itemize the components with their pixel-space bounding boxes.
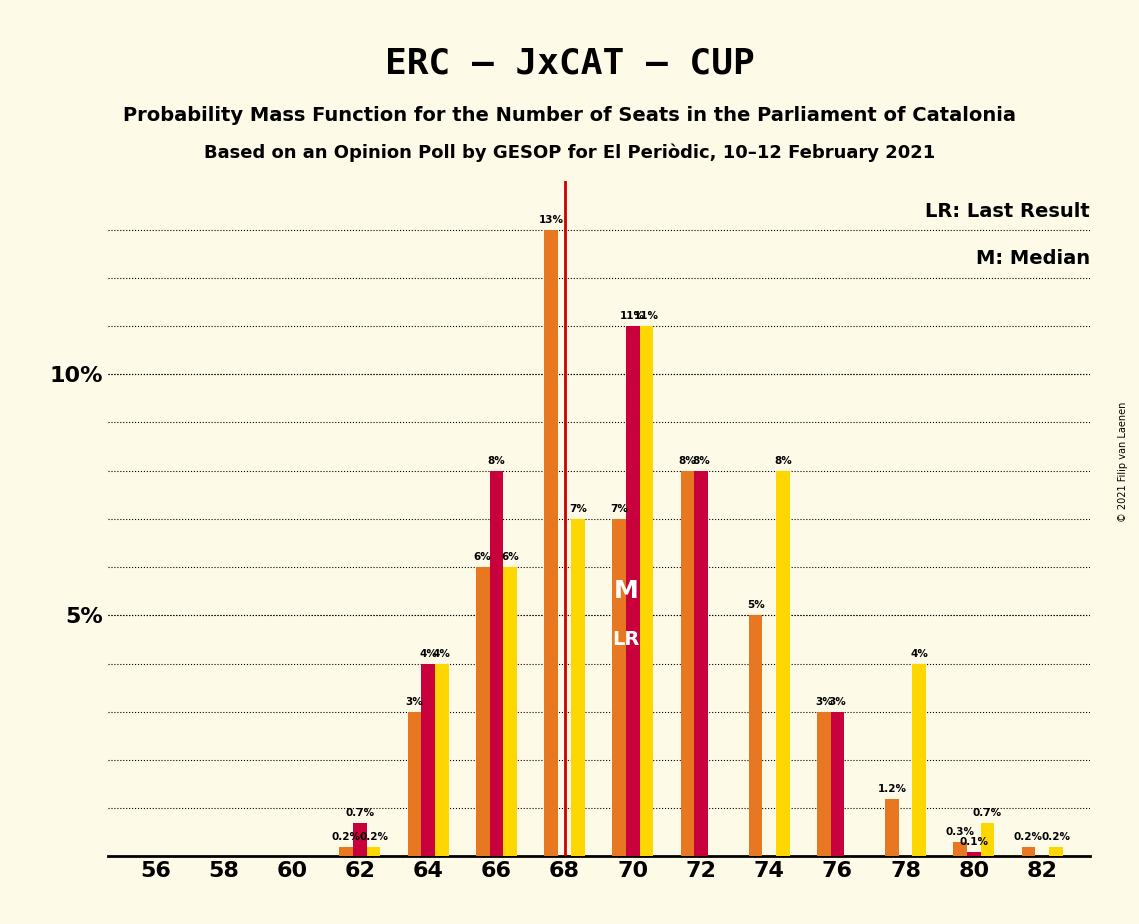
Text: 0.7%: 0.7% bbox=[973, 808, 1002, 818]
Text: 8%: 8% bbox=[679, 456, 696, 466]
Bar bbox=[640, 326, 654, 857]
Text: 7%: 7% bbox=[570, 505, 587, 514]
Bar bbox=[353, 822, 367, 857]
Text: 4%: 4% bbox=[433, 649, 451, 659]
Text: 3%: 3% bbox=[828, 697, 846, 707]
Text: LR: Last Result: LR: Last Result bbox=[925, 201, 1090, 221]
Bar bbox=[421, 663, 435, 857]
Text: ERC – JxCAT – CUP: ERC – JxCAT – CUP bbox=[385, 46, 754, 80]
Bar bbox=[694, 470, 707, 857]
Bar bbox=[912, 663, 926, 857]
Bar bbox=[408, 711, 421, 857]
Text: 13%: 13% bbox=[539, 214, 564, 225]
Bar bbox=[544, 229, 558, 857]
Bar bbox=[339, 846, 353, 857]
Text: 3%: 3% bbox=[814, 697, 833, 707]
Text: Probability Mass Function for the Number of Seats in the Parliament of Catalonia: Probability Mass Function for the Number… bbox=[123, 106, 1016, 126]
Text: 11%: 11% bbox=[621, 311, 646, 322]
Text: 3%: 3% bbox=[405, 697, 424, 707]
Bar bbox=[1022, 846, 1035, 857]
Bar bbox=[953, 842, 967, 857]
Text: 7%: 7% bbox=[611, 505, 628, 514]
Bar bbox=[885, 798, 899, 857]
Bar bbox=[1049, 846, 1063, 857]
Text: M: M bbox=[614, 579, 638, 603]
Text: 8%: 8% bbox=[487, 456, 506, 466]
Text: 4%: 4% bbox=[419, 649, 437, 659]
Text: 0.1%: 0.1% bbox=[959, 837, 989, 846]
Text: 0.2%: 0.2% bbox=[359, 832, 388, 842]
Text: Based on an Opinion Poll by GESOP for El Periòdic, 10–12 February 2021: Based on an Opinion Poll by GESOP for El… bbox=[204, 143, 935, 162]
Bar bbox=[572, 519, 585, 857]
Text: 0.7%: 0.7% bbox=[345, 808, 375, 818]
Bar bbox=[748, 615, 762, 857]
Text: 11%: 11% bbox=[634, 311, 659, 322]
Text: 5%: 5% bbox=[747, 601, 764, 611]
Text: 0.2%: 0.2% bbox=[1014, 832, 1043, 842]
Bar bbox=[435, 663, 449, 857]
Bar bbox=[490, 470, 503, 857]
Bar bbox=[967, 852, 981, 857]
Text: 6%: 6% bbox=[501, 553, 519, 563]
Text: 6%: 6% bbox=[474, 553, 492, 563]
Text: 0.2%: 0.2% bbox=[331, 832, 361, 842]
Bar bbox=[626, 326, 640, 857]
Text: 8%: 8% bbox=[775, 456, 792, 466]
Bar bbox=[613, 519, 626, 857]
Text: 8%: 8% bbox=[693, 456, 710, 466]
Bar bbox=[503, 567, 517, 857]
Text: LR: LR bbox=[613, 630, 640, 649]
Bar bbox=[680, 470, 694, 857]
Bar bbox=[476, 567, 490, 857]
Text: 1.2%: 1.2% bbox=[877, 784, 907, 794]
Text: © 2021 Filip van Laenen: © 2021 Filip van Laenen bbox=[1117, 402, 1128, 522]
Bar bbox=[367, 846, 380, 857]
Text: 0.2%: 0.2% bbox=[1041, 832, 1071, 842]
Text: M: Median: M: Median bbox=[976, 249, 1090, 268]
Bar bbox=[830, 711, 844, 857]
Bar bbox=[817, 711, 830, 857]
Text: 4%: 4% bbox=[910, 649, 928, 659]
Bar bbox=[981, 822, 994, 857]
Text: 0.3%: 0.3% bbox=[945, 827, 975, 837]
Bar bbox=[776, 470, 789, 857]
